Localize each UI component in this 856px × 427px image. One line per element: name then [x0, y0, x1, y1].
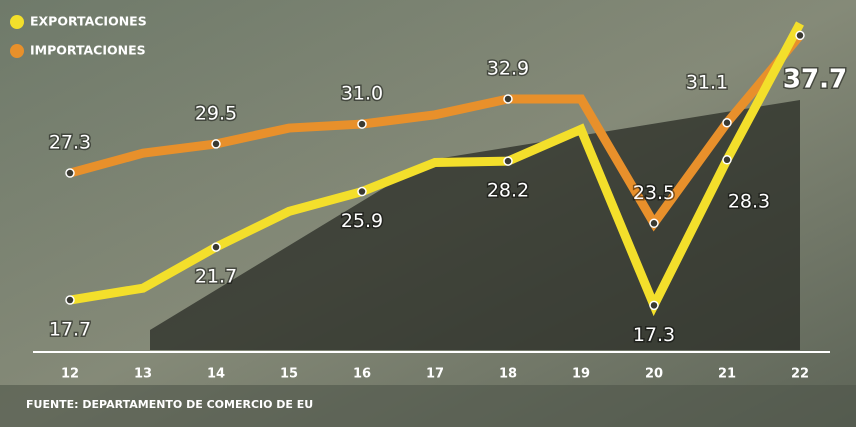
- x-tick-label: 14: [207, 367, 225, 382]
- point: [504, 157, 512, 165]
- point: [358, 188, 366, 196]
- source: FUENTE: DEPARTAMENTO DE COMERCIO DE EU: [26, 398, 313, 411]
- point: [66, 169, 74, 177]
- legend-swatch: [10, 44, 24, 58]
- value-label: 23.5: [633, 182, 675, 204]
- point: [723, 119, 731, 127]
- value-label: 17.3: [633, 324, 675, 346]
- value-label: 29.5: [195, 102, 237, 124]
- value-label: 28.2: [487, 180, 529, 202]
- x-tick-label: 18: [499, 367, 517, 382]
- point: [212, 140, 220, 148]
- x-tick-label: 16: [353, 367, 371, 382]
- value-label: 31.1: [686, 71, 728, 93]
- x-tick-label: 12: [61, 367, 79, 382]
- x-tick-label: 19: [572, 367, 590, 382]
- chart: FUENTE: DEPARTAMENTO DE COMERCIO DE EU 1…: [0, 0, 856, 427]
- value-label: 21.7: [195, 266, 237, 288]
- value-label: 17.7: [49, 319, 91, 341]
- point: [650, 301, 658, 309]
- point: [212, 243, 220, 251]
- point: [796, 31, 804, 39]
- point: [723, 156, 731, 164]
- value-label: 25.9: [341, 210, 383, 232]
- value-label: 28.3: [728, 190, 770, 212]
- value-label: 32.9: [487, 57, 529, 79]
- point: [504, 95, 512, 103]
- value-label: 31.0: [341, 83, 383, 105]
- x-tick-label: 13: [134, 367, 152, 382]
- x-tick-label: 21: [718, 367, 736, 382]
- x-tick-label: 20: [645, 367, 663, 382]
- point: [650, 219, 658, 227]
- x-tick-label: 17: [426, 367, 444, 382]
- legend-label: IMPORTACIONES: [30, 43, 146, 58]
- legend-swatch: [10, 15, 24, 29]
- point: [358, 120, 366, 128]
- value-label: 27.3: [49, 132, 91, 154]
- point: [66, 296, 74, 304]
- legend-label: EXPORTACIONES: [30, 14, 147, 29]
- x-tick-label: 15: [280, 367, 298, 382]
- value-label: 37.7: [783, 65, 847, 95]
- x-tick-label: 22: [791, 367, 809, 382]
